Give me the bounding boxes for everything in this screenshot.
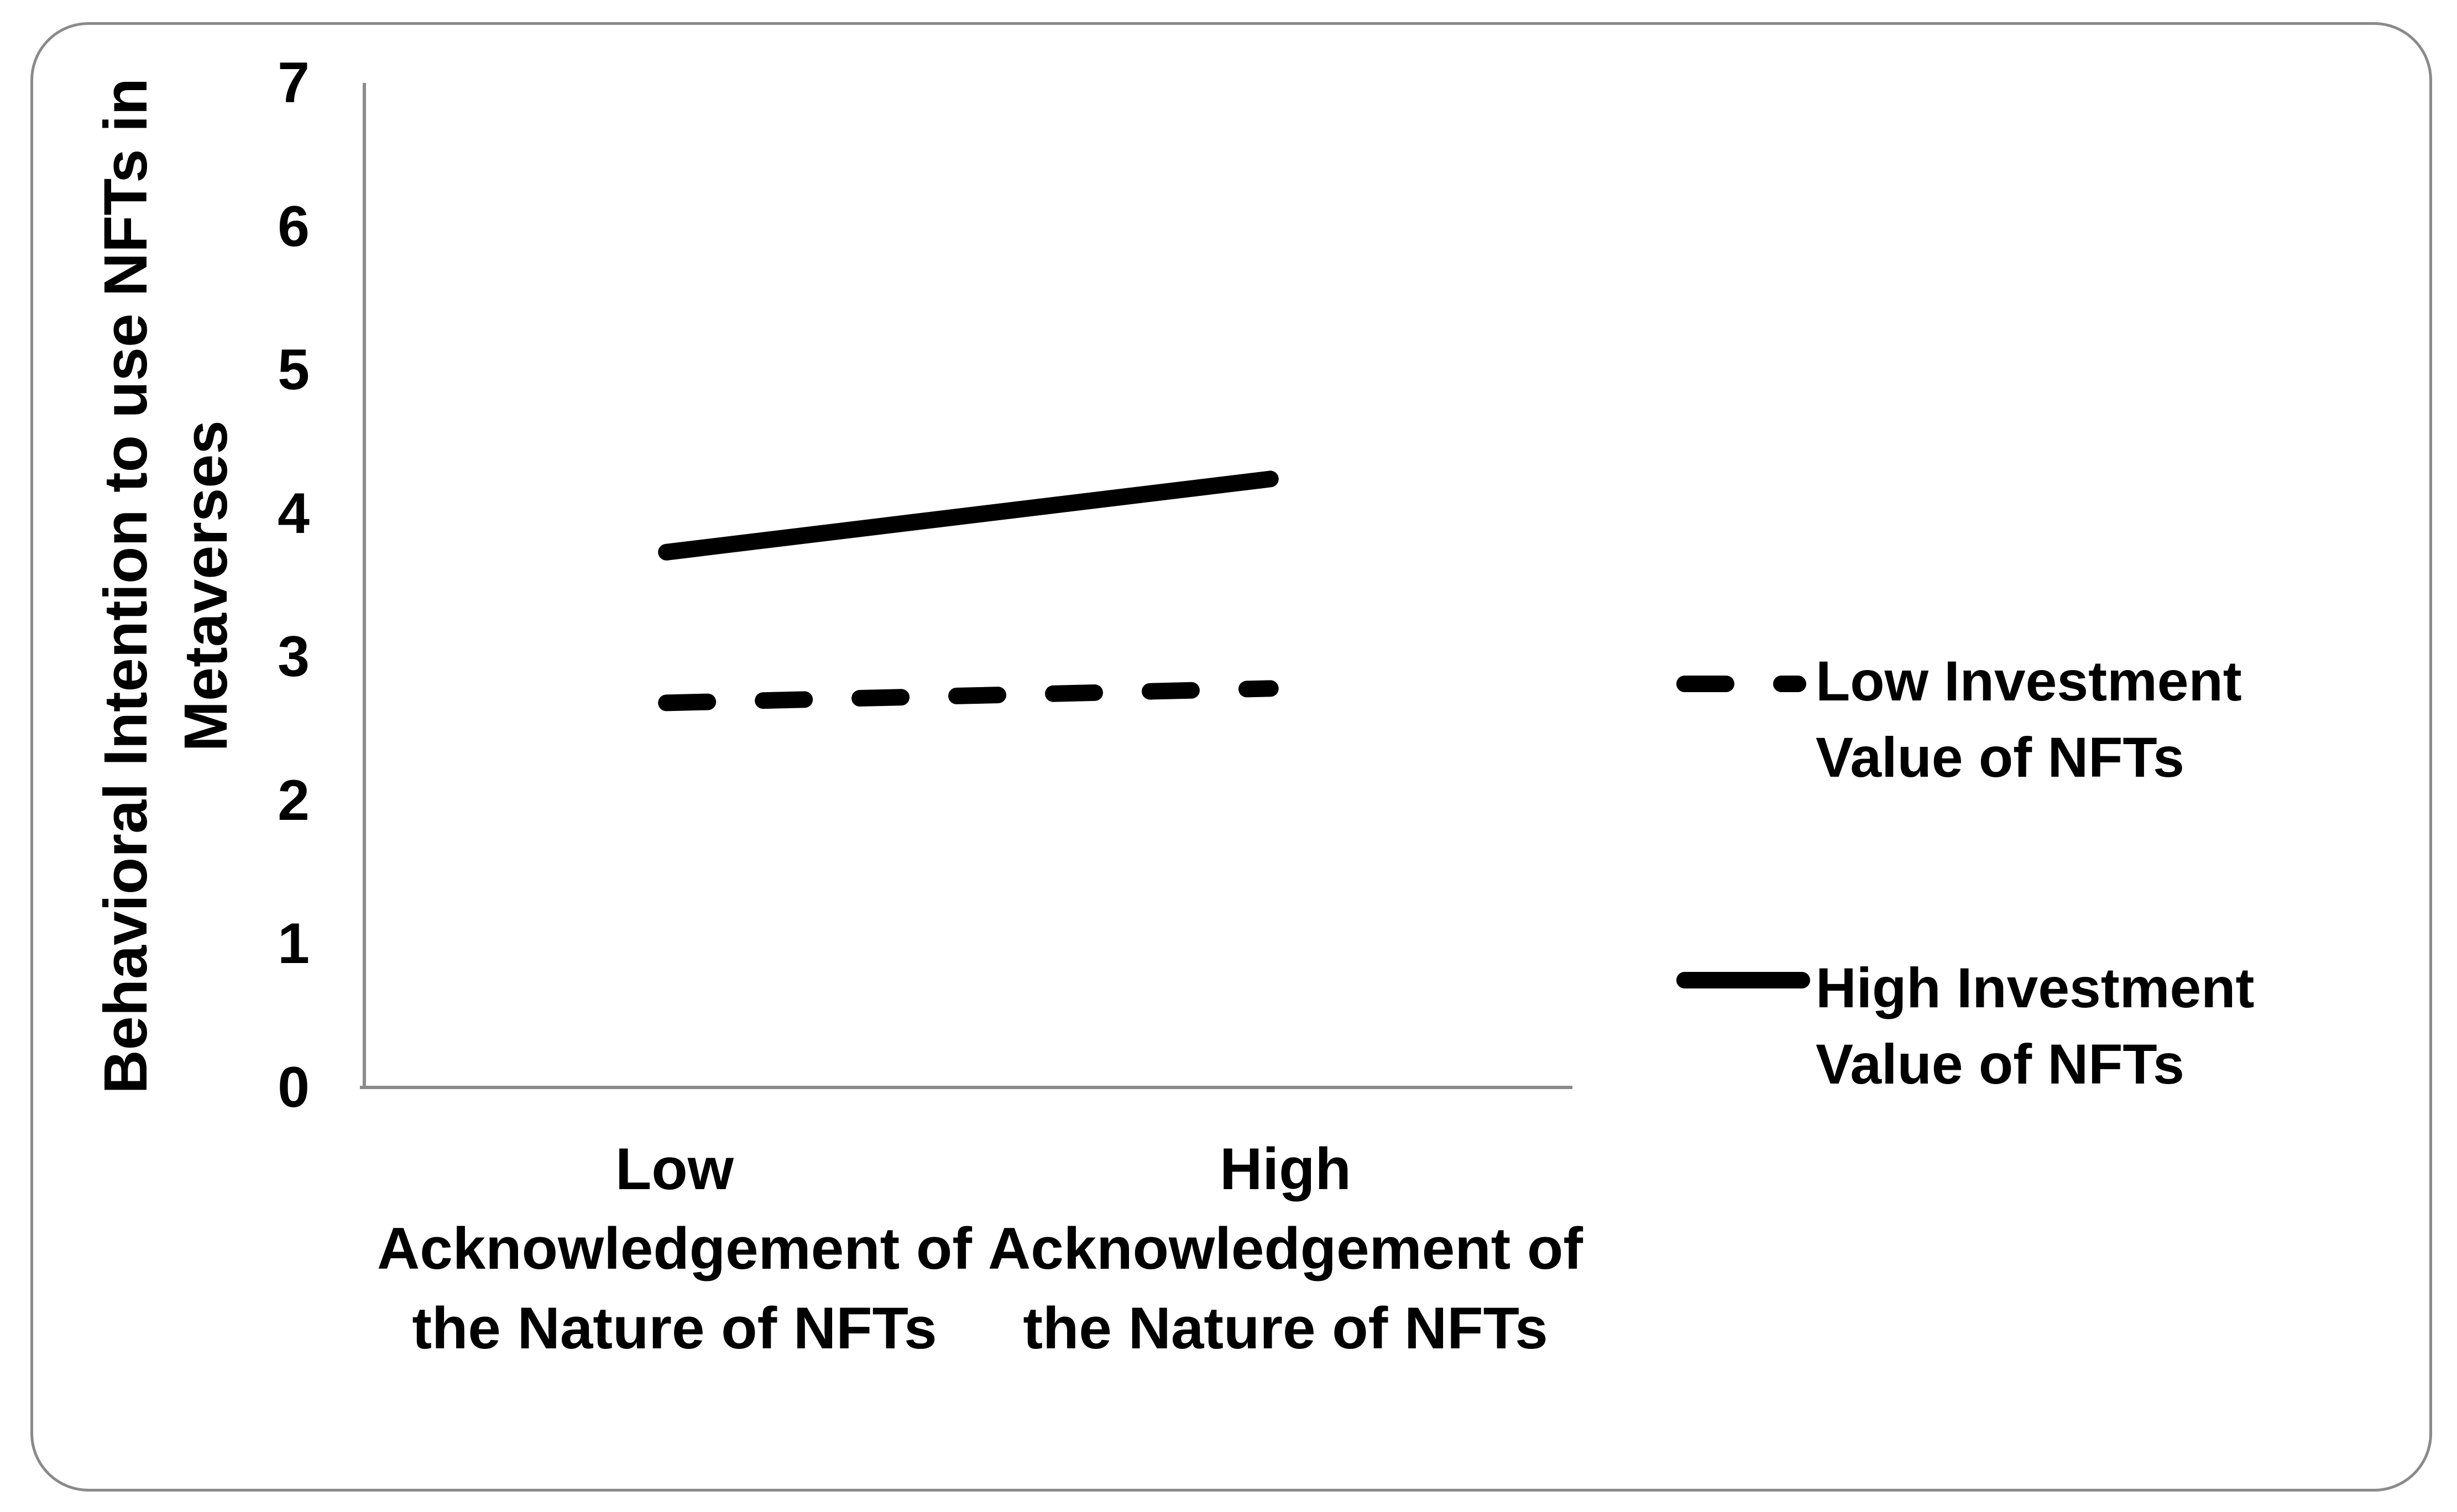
- y-tick-label-2: 2: [278, 768, 310, 833]
- y-tick-label-7: 7: [278, 51, 310, 115]
- legend-label-high-investment: High Investment Value of NFTs: [1816, 950, 2254, 1102]
- y-tick-label-3: 3: [278, 625, 310, 689]
- x-category-label-low-line1: Low: [615, 1136, 734, 1202]
- legend-label-low-investment-line1: Low Investment: [1816, 650, 2242, 713]
- x-category-label-low-line3: the Nature of NFTs: [412, 1295, 937, 1361]
- y-tick-label-6: 6: [278, 194, 310, 259]
- y-tick-label-0: 0: [278, 1055, 310, 1119]
- x-category-label-high-line1: High: [1220, 1136, 1351, 1202]
- x-category-label-low: Low Acknowledgement of the Nature of NFT…: [332, 1129, 1017, 1368]
- x-category-label-high-line3: the Nature of NFTs: [1023, 1295, 1548, 1361]
- y-axis-title-line2: Metaverses: [172, 420, 240, 752]
- series-line-high-investment-solid: [658, 470, 1279, 561]
- x-category-label-low-line2: Acknowledgement of: [377, 1215, 973, 1281]
- y-tick-label-1: 1: [278, 912, 310, 976]
- y-tick-label-4: 4: [278, 481, 310, 546]
- x-category-label-high-line2: Acknowledgement of: [987, 1215, 1583, 1281]
- legend-label-high-investment-line1: High Investment: [1816, 956, 2255, 1019]
- legend-label-low-investment-line2: Value of NFTs: [1816, 726, 2184, 789]
- x-category-label-high: High Acknowledgement of the Nature of NF…: [943, 1129, 1628, 1368]
- y-axis-title: Behavioral Intention to use NFTs in Meta…: [86, 0, 246, 1200]
- legend-label-high-investment-line2: Value of NFTs: [1816, 1033, 2184, 1096]
- series-line-low-investment-dashed: [658, 680, 1279, 711]
- y-tick-label-5: 5: [278, 338, 310, 402]
- legend-label-low-investment: Low Investment Value of NFTs: [1816, 643, 2242, 796]
- figure-border: [30, 22, 2432, 1492]
